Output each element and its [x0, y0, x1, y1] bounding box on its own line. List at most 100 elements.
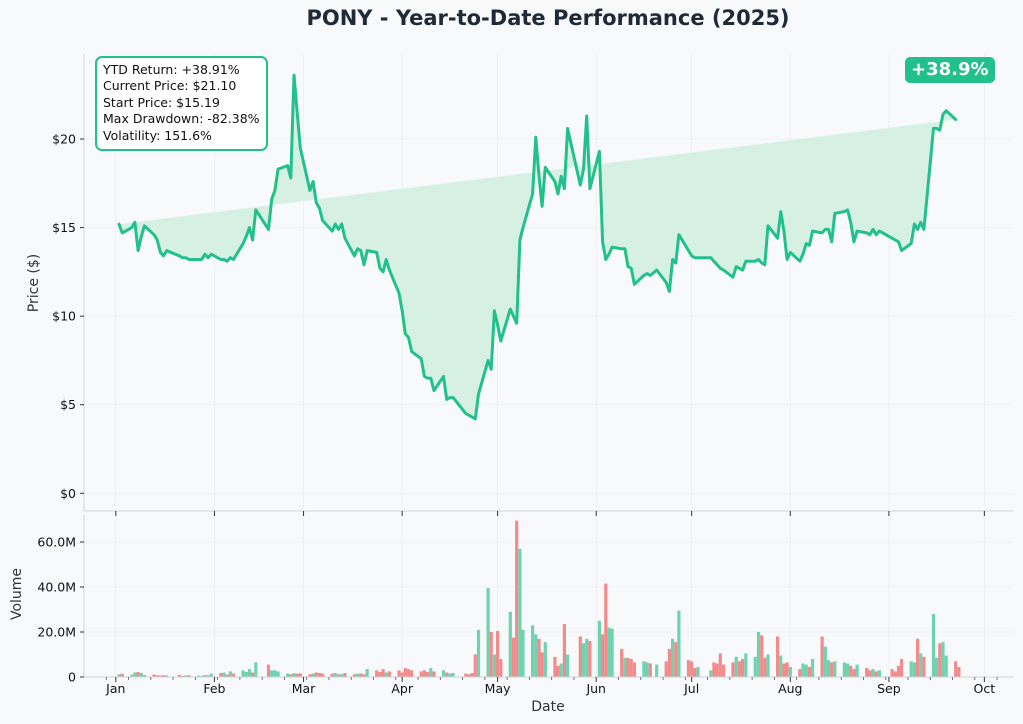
volume-bar: [467, 674, 471, 677]
volume-bar: [865, 668, 869, 677]
volume-tick-label: 60.0M: [37, 535, 76, 550]
month-tick-label: Jan: [105, 681, 125, 696]
volume-bar: [890, 669, 894, 677]
volume-bar: [655, 664, 659, 677]
volume-bar: [581, 643, 586, 678]
volume-bar: [709, 670, 713, 678]
volume-bar: [534, 634, 538, 678]
price-tick-label: $5: [60, 397, 76, 412]
volume-bar: [432, 671, 436, 677]
volume-bar: [511, 637, 516, 677]
volume-bar: [410, 670, 414, 678]
volume-bar: [445, 672, 449, 677]
month-tick-label: May: [485, 681, 511, 696]
volume-bar: [311, 673, 315, 677]
volume-bar: [196, 675, 201, 677]
volume-bar: [677, 610, 681, 677]
volume-bar: [798, 669, 802, 677]
volume-bar: [231, 673, 236, 677]
volume-bar: [200, 675, 204, 677]
volume-bar: [187, 675, 191, 677]
volume-bar: [855, 664, 859, 677]
volume-bar: [833, 661, 837, 678]
volume-bar: [441, 670, 446, 678]
volume-bar: [566, 654, 570, 677]
volume-bar: [270, 670, 274, 678]
volume-bar: [209, 673, 213, 677]
volume-bar: [184, 675, 188, 677]
volume-bar: [893, 671, 897, 677]
volume-bar: [648, 663, 652, 677]
volume-bar: [938, 643, 942, 678]
stats-box: YTD Return: +38.91% Current Price: $21.1…: [95, 56, 268, 152]
volume-bar: [610, 628, 614, 677]
volume-bar: [492, 654, 496, 677]
volume-bar: [181, 675, 185, 677]
volume-y-ticks: 0 20.0M 40.0M 60.0M: [37, 535, 84, 685]
volume-bar: [292, 673, 296, 677]
volume-bar: [804, 664, 808, 677]
volume-bar: [499, 659, 503, 677]
volume-bar: [295, 673, 299, 677]
volume-bar: [343, 673, 347, 677]
volume-bar: [877, 670, 881, 678]
volume-bar: [801, 663, 805, 677]
volume-bar: [130, 674, 134, 678]
volume-bar: [381, 669, 385, 677]
volume-bar: [935, 657, 939, 677]
volume-bar: [623, 657, 627, 677]
month-tick-label: Apr: [391, 681, 413, 696]
price-tick-label: $20: [52, 132, 76, 147]
volume-bar: [206, 675, 210, 677]
volume-bar: [931, 614, 936, 677]
volume-bar: [426, 672, 430, 677]
volume-bar: [158, 675, 162, 677]
volume-bar: [470, 673, 474, 677]
date-axis-label: Date: [531, 699, 564, 715]
volume-bar: [362, 674, 366, 677]
volume-tick-label: 0: [68, 670, 76, 685]
volume-bar: [690, 661, 694, 678]
volume-bar: [136, 672, 140, 677]
volume-bar: [957, 666, 961, 677]
volume-bar: [830, 662, 834, 677]
volume-bar: [909, 661, 913, 678]
volume-bar: [788, 666, 792, 677]
volume-bar: [842, 662, 846, 677]
volume-bar: [916, 638, 920, 678]
volume-bar: [556, 665, 560, 678]
volume-bar: [365, 669, 369, 677]
volume-bar: [826, 660, 831, 677]
return-badge: +38.9%: [905, 57, 995, 83]
volume-bar: [766, 654, 770, 677]
volume-bar: [941, 642, 945, 677]
volume-bar: [120, 673, 124, 677]
volume-bar: [776, 636, 780, 677]
volume-bar: [518, 548, 522, 678]
volume-gridlines: [84, 515, 1013, 678]
volume-bar: [476, 629, 481, 678]
volume-bar: [696, 666, 700, 677]
volume-bar: [400, 672, 404, 677]
volume-bar: [852, 669, 856, 677]
volume-bar: [531, 625, 535, 678]
volume-bar: [753, 656, 757, 678]
volume-bar: [521, 629, 525, 678]
max-drawdown-text: Max Drawdown: -82.38%: [103, 111, 260, 127]
volume-bar: [254, 662, 258, 677]
volume-bar: [686, 660, 691, 677]
ytd-return-text: YTD Return: +38.91%: [103, 62, 240, 77]
volume-bar: [247, 669, 251, 677]
volume-bar: [486, 588, 490, 677]
volume-bar: [406, 669, 411, 677]
volume-bar: [922, 656, 926, 678]
volume-bar: [222, 672, 226, 677]
volume-bar: [139, 673, 143, 677]
volume-bar: [811, 659, 815, 677]
volume-bar: [537, 638, 541, 678]
price-area-fill: [119, 75, 956, 419]
volume-bar: [782, 663, 786, 677]
volume-bar: [286, 673, 290, 677]
volume-bar: [807, 666, 811, 677]
